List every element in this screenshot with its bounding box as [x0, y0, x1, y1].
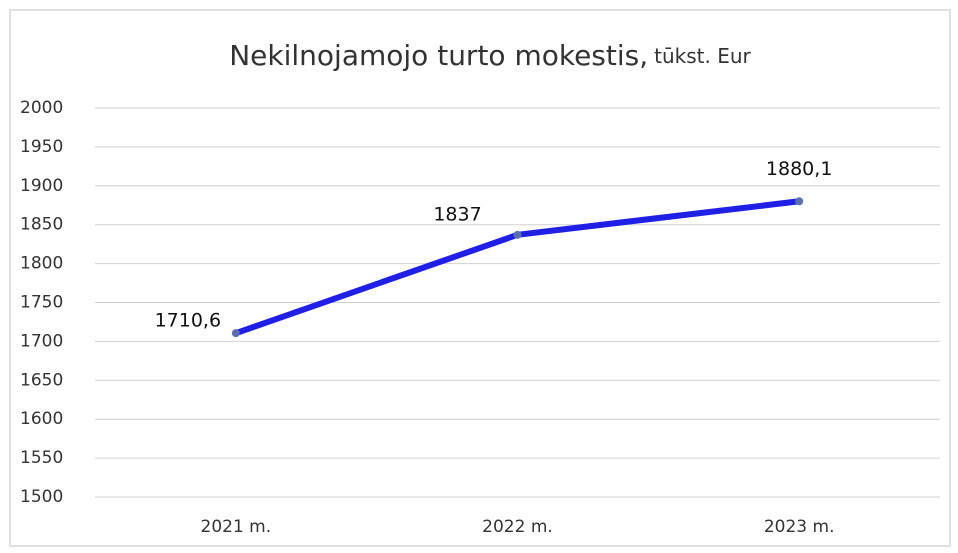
y-tick-label: 1600: [20, 409, 63, 429]
x-tick-label: 2022 m.: [482, 517, 553, 537]
y-tick-label: 2000: [20, 98, 63, 118]
y-tick-label: 1850: [20, 215, 63, 235]
y-tick-label: 1700: [20, 331, 63, 351]
data-label: 1837: [433, 203, 481, 225]
chart-title: Nekilnojamojo turto mokestis,: [229, 39, 648, 72]
chart-subtitle: tūkst. Eur: [654, 44, 751, 68]
point: [513, 230, 522, 239]
y-tick-label: 1500: [20, 487, 63, 507]
y-tick-label: 1800: [20, 254, 63, 274]
y-tick-label: 1750: [20, 293, 63, 313]
y-tick-label: 1550: [20, 448, 63, 468]
data-label: 1710,6: [155, 310, 221, 332]
x-tick-label: 2023 m.: [764, 517, 835, 537]
point: [795, 197, 804, 206]
y-tick-label: 1900: [20, 176, 63, 196]
y-tick-label: 1950: [20, 137, 63, 157]
point: [231, 329, 240, 338]
chart-title-group: Nekilnojamojo turto mokestis, tūkst. Eur: [229, 39, 751, 72]
data-label: 1880,1: [766, 158, 832, 180]
chart-frame: [9, 9, 951, 547]
y-tick-label: 1650: [20, 370, 63, 390]
x-tick-label: 2021 m.: [201, 517, 272, 537]
